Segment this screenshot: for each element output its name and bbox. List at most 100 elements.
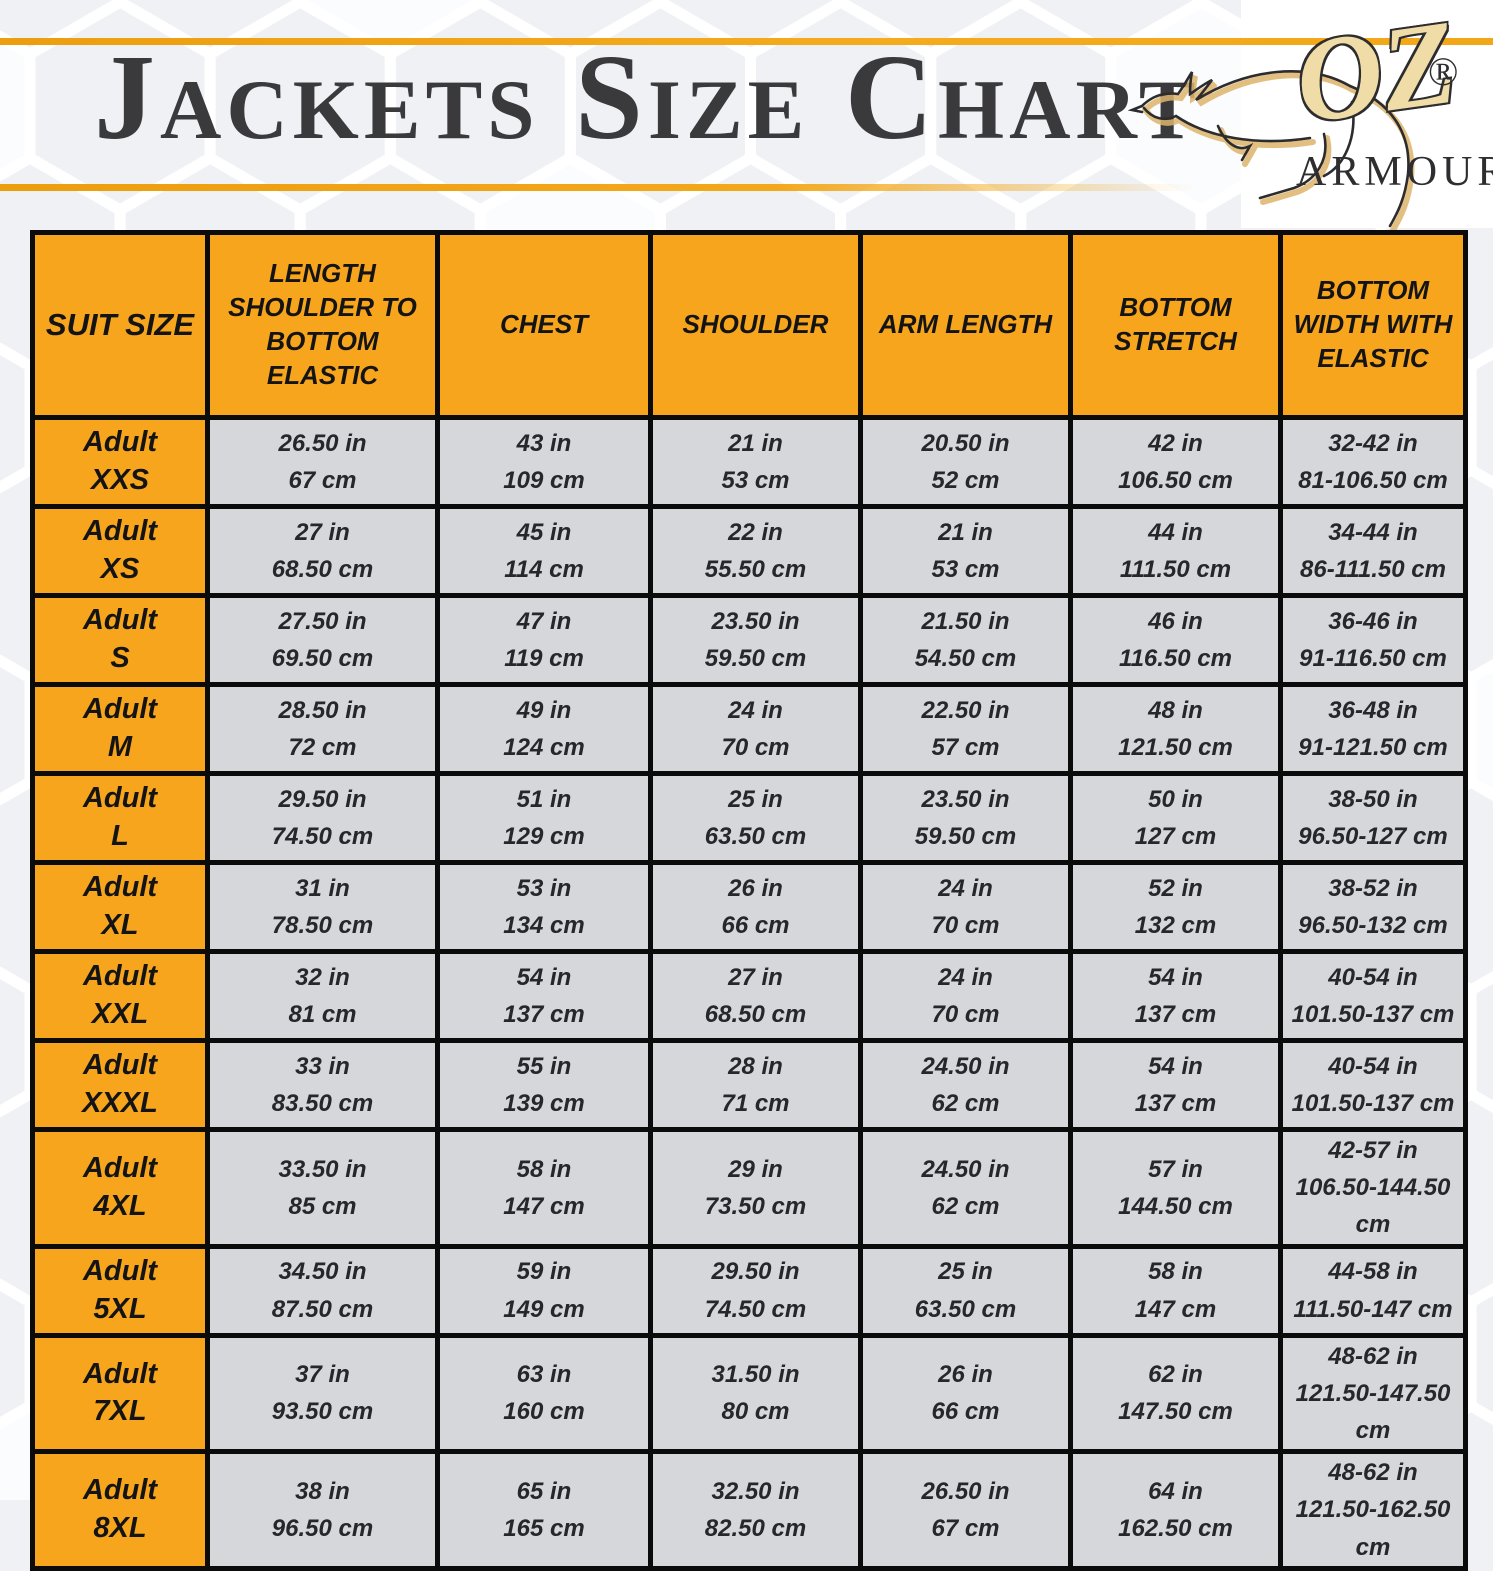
measurement-cell: 29.50 in 74.50 cm: [205, 771, 440, 865]
column-header-suit-size: SUIT SIZE: [30, 230, 210, 420]
measurement-cell: 54 in 137 cm: [1068, 1038, 1283, 1132]
measurement-cell: 44-58 in 111.50-147 cm: [1278, 1243, 1468, 1338]
measurement-cell: 45 in 114 cm: [435, 504, 653, 598]
measurement-cell: 24 in 70 cm: [858, 860, 1073, 954]
measurement-cell: 37 in 93.50 cm: [205, 1332, 440, 1455]
row-size-label: Adult 8XL: [30, 1449, 210, 1571]
measurement-cell: 47 in 119 cm: [435, 593, 653, 687]
measurement-cell: 48-62 in 121.50-162.50 cm: [1278, 1449, 1468, 1571]
measurement-cell: 26 in 66 cm: [858, 1332, 1073, 1455]
table-row-5xl: Adult 5XL 34.50 in 87.50 cm 59 in 149 cm 29.50…: [30, 1243, 1468, 1338]
measurement-cell: 42 in 106.50 cm: [1068, 415, 1283, 509]
measurement-cell: 49 in 124 cm: [435, 682, 653, 776]
measurement-cell: 29 in 73.50 cm: [648, 1127, 863, 1249]
measurement-cell: 32-42 in 81-106.50 cm: [1278, 415, 1468, 509]
measurement-cell: 65 in 165 cm: [435, 1449, 653, 1571]
table-row-xxl: Adult XXL 32 in 81 cm 54 in 137 cm 27 in 68.50 …: [30, 949, 1468, 1043]
measurement-cell: 32.50 in 82.50 cm: [648, 1449, 863, 1571]
measurement-cell: 23.50 in 59.50 cm: [648, 593, 863, 687]
row-size-label: Adult M: [30, 682, 210, 776]
row-size-label: Adult XXL: [30, 949, 210, 1043]
measurement-cell: 64 in 162.50 cm: [1068, 1449, 1283, 1571]
row-size-label: Adult S: [30, 593, 210, 687]
measurement-cell: 53 in 134 cm: [435, 860, 653, 954]
measurement-cell: 32 in 81 cm: [205, 949, 440, 1043]
table-row-7xl: Adult 7XL 37 in 93.50 cm 63 in 160 cm 31.50 in…: [30, 1332, 1468, 1455]
measurement-cell: 50 in 127 cm: [1068, 771, 1283, 865]
brand-name: ARMOUR: [1296, 149, 1493, 195]
table-row-l: Adult L 29.50 in 74.50 cm 51 in 129 cm 25 in 63…: [30, 771, 1468, 865]
measurement-cell: 38 in 96.50 cm: [205, 1449, 440, 1571]
measurement-cell: 26.50 in 67 cm: [858, 1449, 1073, 1571]
measurement-cell: 38-50 in 96.50-127 cm: [1278, 771, 1468, 865]
measurement-cell: 25 in 63.50 cm: [858, 1243, 1073, 1338]
measurement-cell: 27 in 68.50 cm: [205, 504, 440, 598]
measurement-cell: 26 in 66 cm: [648, 860, 863, 954]
table-row-m: Adult M 28.50 in 72 cm 49 in 124 cm 24 in 70 cm…: [30, 682, 1468, 776]
measurement-cell: 31 in 78.50 cm: [205, 860, 440, 954]
row-size-label: Adult XXS: [30, 415, 210, 509]
measurement-cell: 48-62 in 121.50-147.50 cm: [1278, 1332, 1468, 1455]
measurement-cell: 26.50 in 67 cm: [205, 415, 440, 509]
measurement-cell: 46 in 116.50 cm: [1068, 593, 1283, 687]
measurement-cell: 24 in 70 cm: [648, 682, 863, 776]
measurement-cell: 22 in 55.50 cm: [648, 504, 863, 598]
measurement-cell: 55 in 139 cm: [435, 1038, 653, 1132]
measurement-cell: 34-44 in 86-111.50 cm: [1278, 504, 1468, 598]
table-row-xxs: Adult XXS 26.50 in 67 cm 43 in 109 cm 21 in 53 …: [30, 415, 1468, 509]
page-title: Jackets Size Chart: [94, 30, 1201, 165]
table-header-row: SUIT SIZE LENGTH SHOULDER TO BOTTOM ELAST…: [30, 230, 1468, 420]
measurement-cell: 59 in 149 cm: [435, 1243, 653, 1338]
table-row-s: Adult S 27.50 in 69.50 cm 47 in 119 cm 23.50 i…: [30, 593, 1468, 687]
table-row-xl: Adult XL 31 in 78.50 cm 53 in 134 cm 26 in 66 c…: [30, 860, 1468, 954]
measurement-cell: 33 in 83.50 cm: [205, 1038, 440, 1132]
measurement-cell: 36-46 in 91-116.50 cm: [1278, 593, 1468, 687]
measurement-cell: 54 in 137 cm: [1068, 949, 1283, 1043]
measurement-cell: 58 in 147 cm: [435, 1127, 653, 1249]
column-header-length-shoulder-to-bottom-elastic: LENGTH SHOULDER TO BOTTOM ELASTIC: [205, 230, 440, 420]
row-size-label: Adult XL: [30, 860, 210, 954]
measurement-cell: 27.50 in 69.50 cm: [205, 593, 440, 687]
measurement-cell: 58 in 147 cm: [1068, 1243, 1283, 1338]
measurement-cell: 21 in 53 cm: [858, 504, 1073, 598]
gold-divider-top: [0, 38, 1493, 45]
gold-divider-bottom: [0, 184, 1493, 191]
measurement-cell: 57 in 144.50 cm: [1068, 1127, 1283, 1249]
measurement-cell: 27 in 68.50 cm: [648, 949, 863, 1043]
measurement-cell: 51 in 129 cm: [435, 771, 653, 865]
measurement-cell: 28.50 in 72 cm: [205, 682, 440, 776]
measurement-cell: 24 in 70 cm: [858, 949, 1073, 1043]
measurement-cell: 28 in 71 cm: [648, 1038, 863, 1132]
column-header-bottom-stretch: BOTTOM STRETCH: [1068, 230, 1283, 420]
measurement-cell: 29.50 in 74.50 cm: [648, 1243, 863, 1338]
measurement-cell: 42-57 in 106.50-144.50 cm: [1278, 1127, 1468, 1249]
measurement-cell: 48 in 121.50 cm: [1068, 682, 1283, 776]
table-row-xs: Adult XS 27 in 68.50 cm 45 in 114 cm 22 in 55.5…: [30, 504, 1468, 598]
measurement-cell: 38-52 in 96.50-132 cm: [1278, 860, 1468, 954]
measurement-cell: 43 in 109 cm: [435, 415, 653, 509]
table-row-xxxl: Adult XXXL 33 in 83.50 cm 55 in 139 cm 28 in 71…: [30, 1038, 1468, 1132]
table-row-4xl: Adult 4XL 33.50 in 85 cm 58 in 147 cm 29 in 73.…: [30, 1127, 1468, 1249]
row-size-label: Adult XS: [30, 504, 210, 598]
row-size-label: Adult L: [30, 771, 210, 865]
measurement-cell: 24.50 in 62 cm: [858, 1038, 1073, 1132]
measurement-cell: 62 in 147.50 cm: [1068, 1332, 1283, 1455]
kangaroo-icon: [1128, 70, 1415, 231]
measurement-cell: 36-48 in 91-121.50 cm: [1278, 682, 1468, 776]
measurement-cell: 54 in 137 cm: [435, 949, 653, 1043]
row-size-label: Adult 5XL: [30, 1243, 210, 1338]
measurement-cell: 40-54 in 101.50-137 cm: [1278, 1038, 1468, 1132]
brand-logo: OZ ® ARMOUR: [1128, 0, 1493, 231]
column-header-shoulder: SHOULDER: [648, 230, 863, 420]
row-size-label: Adult 7XL: [30, 1332, 210, 1455]
measurement-cell: 23.50 in 59.50 cm: [858, 771, 1073, 865]
measurement-cell: 31.50 in 80 cm: [648, 1332, 863, 1455]
column-header-arm-length: ARM LENGTH: [858, 230, 1073, 420]
measurement-cell: 40-54 in 101.50-137 cm: [1278, 949, 1468, 1043]
column-header-bottom-width-with-elastic: BOTTOM WIDTH WITH ELASTIC: [1278, 230, 1468, 420]
size-chart-table: SUIT SIZE LENGTH SHOULDER TO BOTTOM ELAST…: [30, 230, 1468, 1571]
measurement-cell: 21.50 in 54.50 cm: [858, 593, 1073, 687]
registered-trademark-icon: ®: [1428, 49, 1459, 94]
column-header-chest: CHEST: [435, 230, 653, 420]
measurement-cell: 21 in 53 cm: [648, 415, 863, 509]
